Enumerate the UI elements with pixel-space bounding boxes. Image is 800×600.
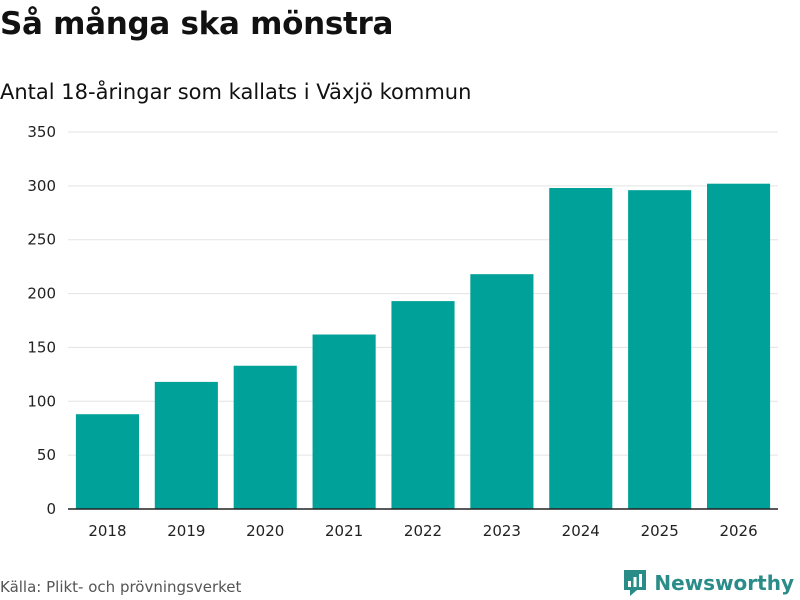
x-tick-label: 2019 bbox=[167, 522, 205, 540]
bar bbox=[233, 365, 297, 509]
bar bbox=[549, 188, 613, 510]
bar bbox=[470, 274, 534, 509]
bar bbox=[628, 190, 692, 509]
x-tick-label: 2020 bbox=[246, 522, 284, 540]
bar bbox=[391, 301, 455, 509]
bar bbox=[707, 183, 771, 509]
x-tick-label: 2024 bbox=[562, 522, 600, 540]
y-tick-label: 100 bbox=[27, 392, 56, 410]
bar bbox=[312, 334, 376, 509]
x-tick-label: 2021 bbox=[325, 522, 363, 540]
x-tick-label: 2018 bbox=[88, 522, 126, 540]
chart-subtitle: Antal 18-åringar som kallats i Växjö kom… bbox=[0, 80, 472, 104]
y-tick-label: 300 bbox=[27, 177, 56, 195]
y-tick-label: 250 bbox=[27, 231, 56, 249]
y-tick-label: 350 bbox=[27, 123, 56, 141]
y-tick-label: 150 bbox=[27, 338, 56, 356]
bar bbox=[154, 381, 218, 509]
chart-title: Så många ska mönstra bbox=[0, 6, 394, 42]
x-tick-label: 2025 bbox=[641, 522, 679, 540]
brand-name: Newsworthy bbox=[654, 571, 794, 595]
y-tick-label: 0 bbox=[46, 500, 56, 518]
y-tick-label: 50 bbox=[37, 446, 56, 464]
source-note: Källa: Plikt- och prövningsverket bbox=[0, 578, 242, 596]
x-tick-label: 2026 bbox=[719, 522, 757, 540]
y-tick-label: 200 bbox=[27, 285, 56, 303]
newsworthy-logo-icon bbox=[624, 570, 647, 596]
x-tick-label: 2022 bbox=[404, 522, 442, 540]
x-tick-label: 2023 bbox=[483, 522, 521, 540]
bar bbox=[75, 414, 139, 509]
brand-logo: Newsworthy bbox=[622, 568, 794, 598]
